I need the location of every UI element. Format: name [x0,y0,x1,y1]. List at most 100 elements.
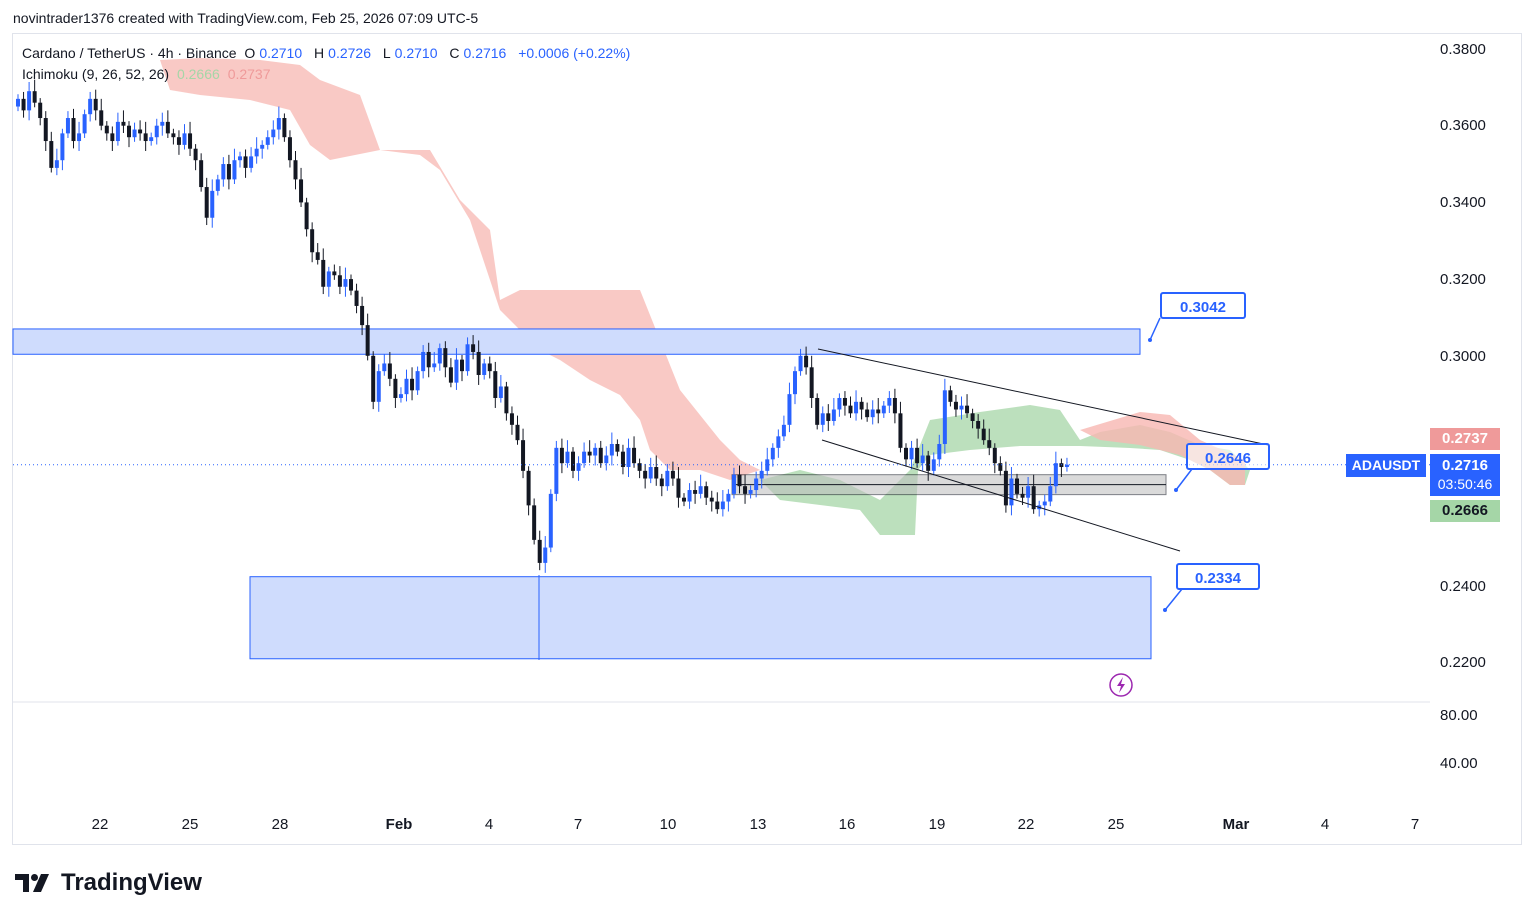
candle-down [204,187,209,218]
price-tick: 0.2200 [1440,654,1486,671]
candle-up [482,363,487,375]
candle-down [737,474,742,487]
callout-lower-anchor [1163,608,1167,612]
candle-down [321,259,326,287]
candle-down [532,505,537,540]
legend-low: 0.2710 [394,45,438,61]
candle-down [587,451,592,456]
candle-up [88,98,93,115]
legend-symbol-title[interactable]: Cardano / TetherUS · 4h · Binance [22,45,237,61]
candle-up [27,91,32,111]
candle-up [398,394,403,398]
candle-down [304,202,309,230]
candle-up [831,409,836,421]
candle-up [238,156,242,161]
callout-middle-level[interactable]: 0.2646 [1186,443,1270,470]
candle-up [160,121,165,126]
callout-lower-pointer [1164,588,1183,611]
candle-up [16,98,20,107]
event-marker-circle [1109,673,1133,697]
candle-down [471,344,476,352]
candle-up [1048,486,1053,502]
legend-indicator-name[interactable]: Ichimoku (9, 26, 52, 26) [22,66,170,82]
span-b-price-tag: 0.2737 [1430,428,1500,450]
time-tick: Feb [385,816,413,833]
candle-up [154,125,159,138]
candle-down [176,137,181,145]
candle-down [199,160,204,188]
candle-down [448,367,453,383]
candle-down [127,125,131,138]
candle-down [21,98,26,111]
tradingview-logo-icon [15,874,49,892]
time-tick: 7 [1410,816,1420,833]
candle-down [809,367,814,398]
legend-open-label: O [244,45,256,61]
candle-down [315,252,320,260]
candle-down [138,129,143,134]
candle-down [676,478,681,498]
candle-up [1026,486,1031,498]
candle-down [293,160,298,180]
candle-down [637,463,642,471]
legend-lead-b: 0.2737 [227,66,271,82]
candle-up [881,405,886,414]
candle-up [720,501,725,510]
candle-up [781,424,786,437]
candle-down [643,470,648,479]
price-tick: 0.3800 [1440,41,1486,58]
candle-up [942,390,947,445]
candle-down [193,148,198,161]
callout-upper-anchor [1148,338,1152,342]
candle-up [576,463,581,471]
candle-down [976,420,981,429]
candle-down [898,413,903,448]
candle-down [632,447,637,464]
callout-lower-level[interactable]: 0.2334 [1176,563,1260,590]
candle-down [987,440,992,448]
candle-down [826,413,831,421]
candle-down [354,290,359,306]
time-tick: Mar [1222,816,1250,833]
lightning-icon [1117,677,1125,693]
legend-open: 0.2710 [259,45,303,61]
tradingview-logo[interactable]: TradingView [15,869,202,897]
candle-up [726,493,731,502]
candle-down [848,405,853,414]
candle-down [515,424,520,441]
candle-up [609,444,614,456]
time-tick: 19 [928,816,946,833]
candle-down [743,486,748,494]
candle-up [854,401,859,414]
legend-close-label: C [449,45,460,61]
callout-upper-level[interactable]: 0.3042 [1160,292,1246,319]
candle-down [121,121,126,126]
candle-up [593,447,598,456]
time-tick: 22 [91,816,109,833]
candle-down [509,413,514,425]
chart-frame [12,33,1522,845]
candle-up [182,133,187,145]
candle-up [82,114,87,134]
channel-lower-line [821,439,1181,552]
candle-down [992,447,997,464]
candle-down [393,378,398,398]
time-tick: 7 [573,816,583,833]
time-tick: 4 [1320,816,1330,833]
legend-lead-a: 0.2666 [176,66,220,82]
upper-resistance-zone [12,328,1141,355]
oscillator-tick: 80.00 [1440,707,1478,724]
legend-ichimoku: Ichimoku (9, 26, 52, 26) 0.2666 0.2737 [22,66,275,82]
bar-countdown: 03:50:46 [1437,476,1493,492]
candle-down [426,351,431,368]
candle-down [188,133,193,149]
candle-down [659,478,664,487]
candle-up [421,351,426,372]
candle-down [410,378,415,391]
candle-down [904,447,908,460]
author-line: novintrader1376 created with TradingView… [13,10,478,26]
symbol-tag: ADAUSDT [1346,454,1426,477]
candle-down [571,451,575,471]
candle-down [371,355,376,402]
